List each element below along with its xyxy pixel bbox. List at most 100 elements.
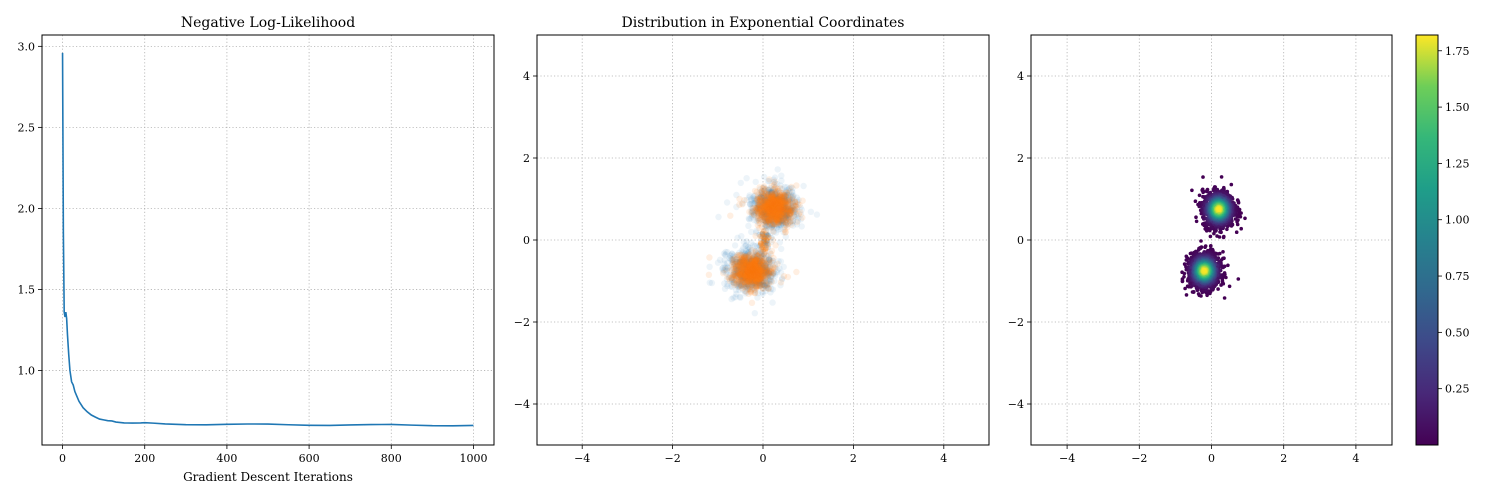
scatter-point (770, 215, 777, 223)
scatter-point (781, 204, 789, 211)
scatter-point (798, 223, 805, 230)
scatter-point (793, 218, 801, 226)
scatter-point (786, 205, 794, 212)
scatter-point (775, 209, 782, 216)
scatter-point (775, 215, 783, 222)
scatter-point (777, 211, 785, 219)
scatter-point (765, 216, 772, 223)
scatter-point (769, 201, 777, 208)
scatter-point (762, 229, 770, 236)
scatter-point (770, 203, 778, 210)
scatter-point (771, 197, 778, 204)
scatter-point (774, 195, 781, 202)
scatter-point (776, 206, 784, 214)
scatter-point (764, 203, 771, 210)
scatter-point (782, 208, 789, 215)
scatter-point (759, 194, 766, 201)
scatter-point (781, 200, 789, 207)
heatmap-point (1219, 175, 1224, 179)
scatter-point (779, 211, 787, 218)
scatter-x-tick-label: 2 (850, 452, 857, 465)
scatter-point (757, 194, 764, 201)
scatter-point (714, 259, 722, 266)
scatter-point (776, 206, 784, 213)
scatter-point (772, 210, 780, 218)
scatter-point (768, 198, 776, 206)
scatter-point (785, 196, 793, 203)
scatter-point (789, 217, 797, 224)
scatter-point (733, 191, 740, 199)
scatter-point (757, 215, 764, 222)
scatter-point (766, 213, 773, 220)
scatter-point (780, 202, 788, 209)
scatter-point (793, 208, 800, 215)
scatter-point (788, 197, 796, 205)
scatter-point (777, 212, 785, 220)
scatter-point (792, 201, 800, 208)
scatter-point (766, 195, 774, 202)
scatter-point (767, 213, 774, 220)
scatter-point (784, 186, 791, 194)
scatter-point (774, 206, 781, 213)
scatter-point (781, 197, 788, 204)
scatter-point (790, 193, 797, 200)
scatter-point (762, 206, 769, 213)
scatter-point (773, 189, 780, 196)
scatter-point (708, 279, 716, 287)
scatter-point (781, 206, 788, 213)
heatmap-point (1221, 250, 1225, 254)
heatmap-point (1201, 190, 1205, 195)
scatter-point (781, 197, 788, 204)
scatter-point (753, 199, 760, 207)
scatter-point (780, 205, 787, 212)
scatter-point (757, 191, 764, 198)
scatter-point (789, 204, 796, 211)
scatter-x-tick-label: −2 (664, 452, 680, 465)
scatter-point (766, 194, 773, 201)
scatter-point (764, 192, 771, 200)
scatter-point (781, 214, 789, 222)
scatter-point (771, 199, 778, 206)
scatter-point (762, 196, 770, 204)
scatter-point (761, 199, 768, 207)
scatter-point (762, 199, 769, 206)
scatter-point (786, 198, 793, 205)
scatter-point (768, 203, 775, 210)
scatter-y-tick-label: 0 (523, 234, 530, 247)
scatter-point (765, 203, 772, 211)
scatter-point (762, 211, 769, 218)
scatter-point (783, 216, 790, 223)
scatter-point (770, 211, 778, 219)
scatter-point (768, 189, 776, 196)
scatter-point (755, 219, 762, 227)
scatter-point (780, 205, 787, 213)
scatter-point (759, 212, 766, 219)
scatter-point (776, 193, 783, 200)
scatter-point (775, 203, 782, 210)
scatter-point (783, 192, 790, 199)
scatter-point (773, 202, 780, 209)
scatter-point (771, 213, 778, 220)
scatter-point (779, 220, 786, 227)
scatter-point (721, 260, 728, 267)
scatter-point (739, 200, 746, 207)
scatter-point (765, 205, 773, 212)
scatter-point (706, 254, 713, 261)
scatter-point (754, 267, 762, 275)
scatter-point (765, 206, 772, 214)
scatter-point (774, 205, 782, 212)
scatter-point (782, 188, 790, 195)
heatmap-point (1182, 275, 1186, 279)
scatter-point (764, 213, 771, 220)
scatter-point (760, 228, 767, 234)
heatmap-point (1197, 193, 1202, 198)
scatter-point (768, 207, 776, 214)
scatter-point (756, 206, 763, 213)
scatter-point (775, 215, 783, 222)
heatmap-point (1222, 234, 1226, 239)
scatter-point (771, 174, 779, 181)
scatter-point (736, 195, 743, 203)
scatter-point (761, 192, 768, 199)
scatter-point (779, 220, 786, 227)
